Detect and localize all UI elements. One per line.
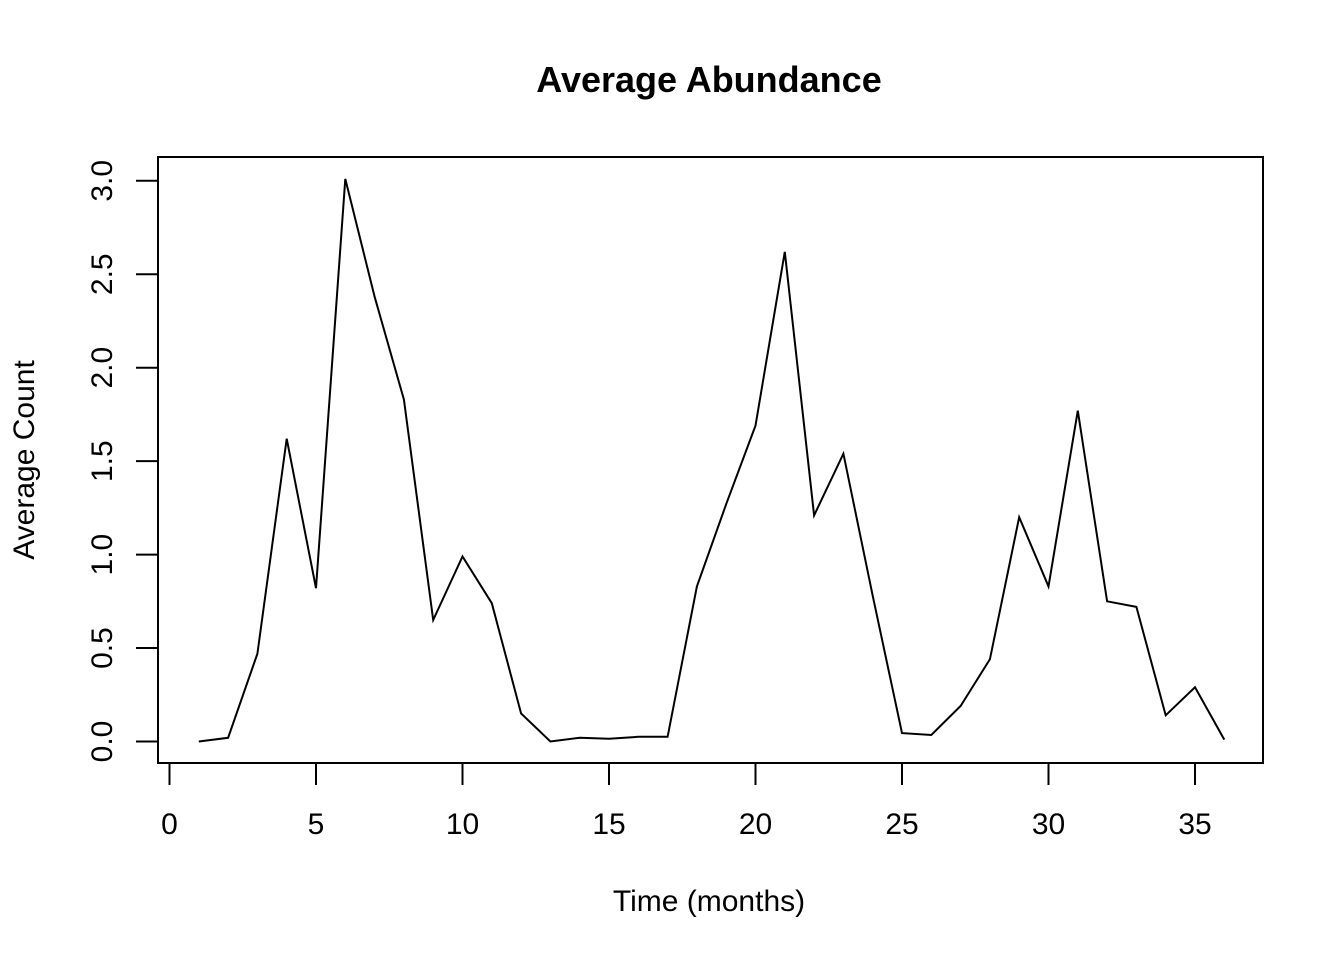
x-tick-label: 5 <box>308 808 325 841</box>
y-tick-label: 2.0 <box>86 347 119 389</box>
x-axis-label: Time (months) <box>613 885 805 918</box>
plot-frame <box>157 156 1264 764</box>
x-tick-label: 15 <box>592 808 625 841</box>
y-axis: 0.0 0.5 1.0 1.5 2.0 2.5 3.0 <box>86 160 159 763</box>
x-tick-label: 10 <box>446 808 479 841</box>
y-tick-label: 0.0 <box>86 721 119 763</box>
x-tick-label: 0 <box>161 808 178 841</box>
y-axis-label: Average Count <box>8 360 41 560</box>
y-tick-label: 1.0 <box>86 534 119 576</box>
y-tick-label: 2.5 <box>86 253 119 295</box>
y-tick-label: 0.5 <box>86 627 119 669</box>
x-axis: 0 5 10 15 20 25 30 35 <box>161 762 1212 841</box>
y-tick-label: 3.0 <box>86 160 119 202</box>
x-tick-label: 30 <box>1032 808 1065 841</box>
y-tick-label: 1.5 <box>86 440 119 482</box>
chart-title: Average Abundance <box>536 59 881 100</box>
x-tick-label: 35 <box>1178 808 1211 841</box>
x-tick-label: 20 <box>739 808 772 841</box>
x-tick-label: 25 <box>885 808 918 841</box>
series-line <box>198 178 1226 743</box>
series-group <box>198 178 1226 743</box>
